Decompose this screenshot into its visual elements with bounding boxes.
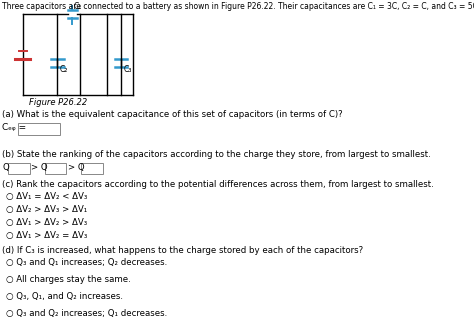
Text: ○ Q₃ and Q₁ increases; Q₂ decreases.: ○ Q₃ and Q₁ increases; Q₂ decreases. [6,258,167,267]
Text: (a) What is the equivalent capacitance of this set of capacitors (in terms of C): (a) What is the equivalent capacitance o… [2,110,343,119]
FancyBboxPatch shape [9,163,30,174]
Text: Figure P26.22: Figure P26.22 [29,98,87,107]
Text: Q: Q [2,163,9,172]
Text: Cₑᵩ =: Cₑᵩ = [2,123,27,132]
FancyBboxPatch shape [82,163,103,174]
FancyBboxPatch shape [18,123,60,135]
Text: (b) State the ranking of the capacitors according to the charge they store, from: (b) State the ranking of the capacitors … [2,150,431,159]
Text: C₂: C₂ [60,65,68,74]
Text: > Q: > Q [31,163,48,172]
Text: (c) Rank the capacitors according to the potential differences across them, from: (c) Rank the capacitors according to the… [2,180,434,189]
Text: ○ ΔV₁ = ΔV₂ < ΔV₃: ○ ΔV₁ = ΔV₂ < ΔV₃ [6,192,88,201]
Text: C₃: C₃ [124,65,132,74]
Text: ○ Q₃ and Q₂ increases; Q₁ decreases.: ○ Q₃ and Q₂ increases; Q₁ decreases. [6,309,167,318]
Text: ○ All charges stay the same.: ○ All charges stay the same. [6,275,131,284]
Text: ○ ΔV₁ > ΔV₂ = ΔV₃: ○ ΔV₁ > ΔV₂ = ΔV₃ [6,231,88,240]
Text: ○ ΔV₂ > ΔV₃ > ΔV₁: ○ ΔV₂ > ΔV₃ > ΔV₁ [6,205,87,214]
Text: > Q: > Q [68,163,84,172]
Text: ○ Q₃, Q₁, and Q₂ increases.: ○ Q₃, Q₁, and Q₂ increases. [6,292,123,301]
Text: Three capacitors are connected to a battery as shown in Figure P26.22. Their cap: Three capacitors are connected to a batt… [2,2,474,11]
Text: (d) If C₃ is increased, what happens to the charge stored by each of the capacit: (d) If C₃ is increased, what happens to … [2,246,364,255]
Text: ○ ΔV₁ > ΔV₂ > ΔV₃: ○ ΔV₁ > ΔV₂ > ΔV₃ [6,218,87,227]
Text: C₁: C₁ [74,2,82,11]
FancyBboxPatch shape [45,163,66,174]
